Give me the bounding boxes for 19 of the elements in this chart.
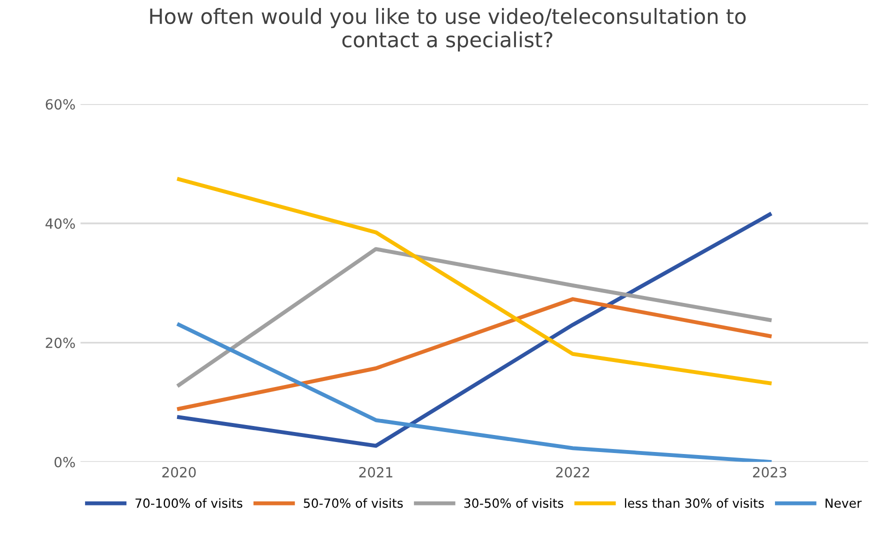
legend-label: 30-50% of visits xyxy=(464,498,564,508)
line-series xyxy=(177,297,772,411)
y-tick-label: 0% xyxy=(54,456,75,468)
legend-label: 50-70% of visits xyxy=(304,498,403,508)
x-tick-label: 2021 xyxy=(359,467,392,478)
legend-label: 70-100% of visits xyxy=(136,498,242,508)
y-tick-label: 40% xyxy=(46,218,75,229)
x-tick-label: 2022 xyxy=(556,467,590,478)
line-series xyxy=(177,212,772,448)
y-tick-label: 60% xyxy=(46,99,75,110)
chart-title: How often would you like to use video/teleconsultation to contact a specialist? xyxy=(150,8,746,52)
y-tick-label: 20% xyxy=(46,338,75,348)
line-series xyxy=(177,247,772,387)
x-tick-label: 2023 xyxy=(753,467,786,478)
line-series xyxy=(177,177,772,386)
line-series xyxy=(177,322,772,462)
legend-label: less than 30% of visits xyxy=(625,498,764,508)
x-tick-label: 2020 xyxy=(162,467,196,478)
legend-label: Never xyxy=(826,498,862,508)
